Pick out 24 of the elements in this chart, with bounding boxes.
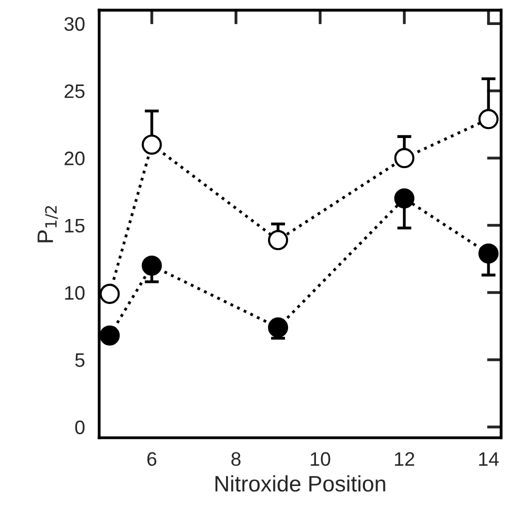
y-tick-label: 15 [65,218,84,233]
x-tick-label: 12 [394,452,414,466]
x-tick-label: 14 [479,452,499,466]
y-tick-label: 5 [75,353,84,367]
point [394,188,414,208]
y-tick-label: 20 [64,152,85,166]
point [100,284,120,304]
point [478,243,499,264]
point [478,109,499,130]
x-tick-label: 8 [231,452,241,466]
y-axis-title: P$_{1/2}$ [38,206,58,242]
point [268,230,288,250]
x-axis-title: Nitroxide Position [216,475,386,492]
y-tick-label: 10 [65,286,85,300]
y-tick-label: 0 [75,420,85,434]
x-tick-label: 10 [310,452,330,466]
y-tick-label: 30 [64,17,85,31]
y-tick-label: 25 [64,84,84,98]
point [268,317,288,338]
point [394,148,414,168]
point [142,134,162,155]
point [100,325,120,346]
x-tick-label: 6 [147,452,156,466]
point [142,256,162,276]
